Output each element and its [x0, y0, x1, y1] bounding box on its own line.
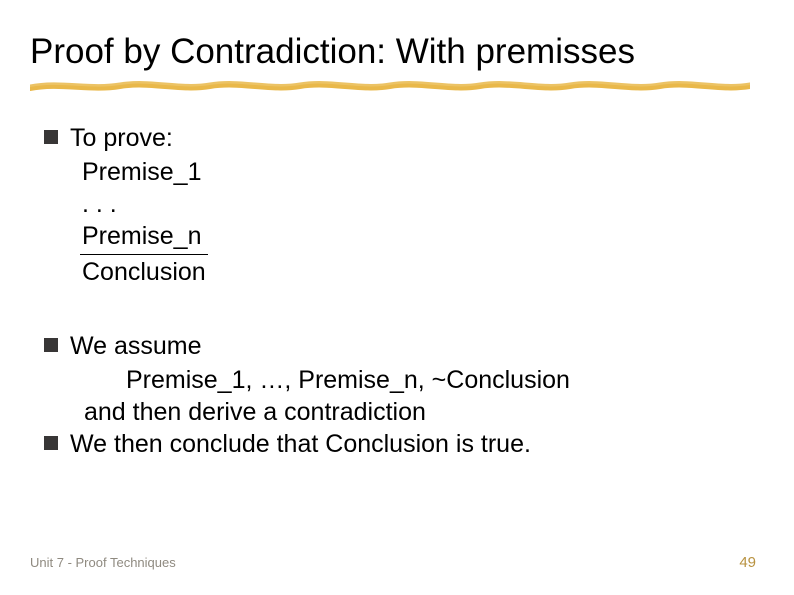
block-to-prove: To prove: Premise_1 . . . Premise_n Conc… [44, 122, 764, 288]
block-explanation: We assume Premise_1, …, Premise_n, ~Conc… [44, 330, 764, 460]
slide-title: Proof by Contradiction: With premisses [30, 32, 764, 72]
premise-line: Premise_n [44, 220, 764, 252]
derive-line: and then derive a contradiction [44, 396, 764, 428]
square-bullet-icon [44, 130, 58, 144]
square-bullet-icon [44, 338, 58, 352]
premise-line: Premise_1 [44, 156, 764, 188]
bullet-item: To prove: [44, 122, 764, 154]
inference-rule-line [80, 254, 208, 255]
assume-line: Premise_1, …, Premise_n, ~Conclusion [44, 364, 764, 396]
slide-footer: Unit 7 - Proof Techniques 49 [30, 554, 756, 571]
premise-line: . . . [44, 188, 764, 220]
bullet-item: We assume [44, 330, 764, 362]
bullet-text: We assume [70, 330, 202, 362]
square-bullet-icon [44, 436, 58, 450]
slide: Proof by Contradiction: With premisses T… [0, 0, 794, 595]
slide-body: To prove: Premise_1 . . . Premise_n Conc… [30, 122, 764, 460]
footer-unit-label: Unit 7 - Proof Techniques [30, 555, 176, 570]
bullet-text: We then conclude that Conclusion is true… [70, 428, 531, 460]
title-underline [30, 80, 750, 94]
conclusion-line: Conclusion [44, 256, 764, 288]
footer-page-number: 49 [739, 554, 756, 571]
bullet-item: We then conclude that Conclusion is true… [44, 428, 764, 460]
bullet-text: To prove: [70, 122, 173, 154]
